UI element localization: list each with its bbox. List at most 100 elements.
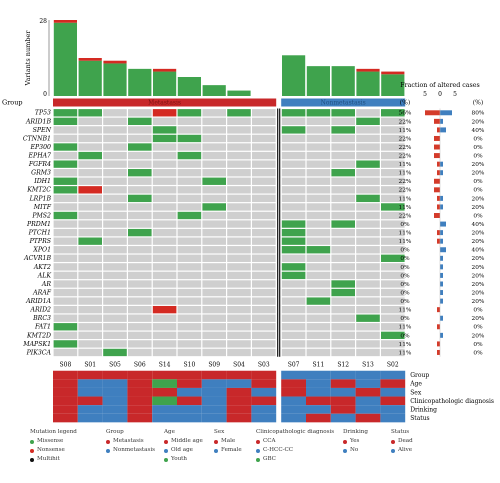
mutation-cell-empty — [103, 109, 127, 117]
legend-swatch — [106, 440, 110, 444]
mutation-cell-empty — [356, 246, 380, 254]
mutation-cell-empty — [177, 177, 202, 185]
variant-bar-missense — [153, 71, 177, 96]
fraction-bar-nonmetastasis — [440, 195, 443, 201]
mutation-cell-empty — [202, 348, 226, 357]
mutation-cell-empty — [152, 348, 177, 357]
mutation-cell-empty — [128, 211, 152, 220]
mutation-cell-missense — [78, 151, 102, 160]
mutation-cell-empty — [103, 126, 127, 134]
pct-metastasis: 22% — [399, 119, 412, 125]
mutation-cell-missense — [53, 323, 78, 331]
pct-nonmetastasis: 0% — [473, 350, 483, 356]
mutation-cell-empty — [252, 151, 276, 160]
mutation-cell-empty — [252, 348, 276, 357]
mutation-cell-missense — [78, 109, 102, 117]
pct-nonmetastasis: 0% — [473, 136, 483, 142]
clinical-cell — [127, 405, 153, 414]
pct-metastasis: 56% — [399, 111, 412, 117]
mutation-cell-empty — [202, 109, 226, 117]
mutation-cell-missense — [53, 340, 78, 348]
mutation-cell-empty — [128, 280, 152, 288]
legend-item: Dead — [391, 437, 413, 446]
sample-label: S13 — [362, 362, 374, 369]
variant-bar-missense — [78, 60, 102, 96]
mutation-cell-empty — [356, 228, 380, 237]
clinical-cell — [226, 370, 252, 380]
clinical-cell — [355, 370, 381, 380]
mutation-cell-empty — [381, 134, 405, 143]
mutation-cell-empty — [177, 297, 202, 305]
mutation-cell-empty — [78, 203, 102, 211]
legend-label: Dead — [398, 438, 413, 444]
mutation-cell-empty — [227, 186, 251, 194]
mutation-cell-empty — [227, 331, 251, 340]
mutation-cell-empty — [381, 186, 405, 194]
mutation-cell-empty — [202, 134, 226, 143]
pct-metastasis: 11% — [399, 239, 412, 245]
clinical-cell — [251, 405, 277, 414]
mutation-cell-empty — [227, 117, 251, 126]
variant-bar-missense — [331, 66, 355, 96]
mutation-cell-empty — [252, 203, 276, 211]
mutation-cell-empty — [128, 237, 152, 245]
pct-metastasis: 0% — [400, 333, 410, 339]
mutation-cell-empty — [281, 305, 306, 314]
mutation-cell-missense — [331, 109, 355, 117]
mutation-cell-empty — [177, 305, 202, 314]
mutation-cell-empty — [202, 297, 226, 305]
mutation-cell-empty — [202, 169, 226, 177]
clinical-cell — [380, 387, 406, 397]
clinical-cell — [201, 405, 227, 414]
mutation-cell-empty — [306, 314, 331, 322]
mutation-cell-empty — [78, 160, 102, 168]
mutation-cell-empty — [227, 280, 251, 288]
gene-label: LRP1B — [29, 195, 52, 202]
pct-metastasis: 0% — [400, 299, 410, 305]
fraction-bar-metastasis — [437, 341, 440, 347]
mutation-cell-empty — [53, 151, 78, 160]
legend-label: Alive — [398, 447, 413, 453]
mutation-cell-empty — [128, 305, 152, 314]
mutation-cell-empty — [103, 117, 127, 126]
legend-label: GBC — [263, 456, 276, 462]
clinical-cell — [281, 396, 306, 406]
clinical-cell — [330, 405, 356, 414]
group-row-label: Group — [2, 99, 23, 107]
mutation-cell-empty — [306, 254, 331, 262]
mutation-cell-empty — [53, 246, 78, 254]
mutation-cell-empty — [202, 340, 226, 348]
pct-nonmetastasis: 20% — [472, 299, 485, 305]
clinical-cell — [201, 379, 227, 388]
legend-title: Drinking — [343, 429, 368, 435]
mutation-cell-empty — [152, 211, 177, 220]
clinical-cell — [380, 413, 406, 423]
legend-label: Nonmetastasis — [113, 447, 156, 453]
mutation-cell-empty — [252, 340, 276, 348]
mutation-cell-empty — [331, 314, 355, 322]
mutation-cell-empty — [356, 280, 380, 288]
fraction-bar-nonmetastasis — [440, 170, 443, 176]
mutation-cell-empty — [128, 254, 152, 262]
fraction-bar-nonmetastasis — [440, 315, 443, 321]
mutation-cell-empty — [53, 314, 78, 322]
mutation-cell-empty — [152, 288, 177, 297]
mutation-cell-empty — [281, 177, 306, 185]
mutation-cell-empty — [78, 323, 102, 331]
clinical-cell — [152, 370, 177, 380]
clinical-row-label: Status — [410, 415, 429, 422]
mutation-cell-empty — [306, 117, 331, 126]
mutation-cell-empty — [152, 271, 177, 280]
mutation-cell-empty — [103, 160, 127, 168]
mutation-cell-empty — [202, 220, 226, 228]
legend-item: Yes — [343, 437, 368, 446]
fraction-bar-metastasis — [434, 178, 440, 184]
fraction-title: Fraction of altered cases — [400, 82, 479, 89]
clinical-cell — [102, 405, 128, 414]
mutation-cell-empty — [356, 186, 380, 194]
mutation-cell-empty — [227, 169, 251, 177]
legend-item: Nonsense — [30, 446, 77, 455]
clinical-cell — [380, 405, 406, 414]
fraction-bar-metastasis — [437, 161, 440, 167]
clinical-cell — [127, 413, 153, 423]
